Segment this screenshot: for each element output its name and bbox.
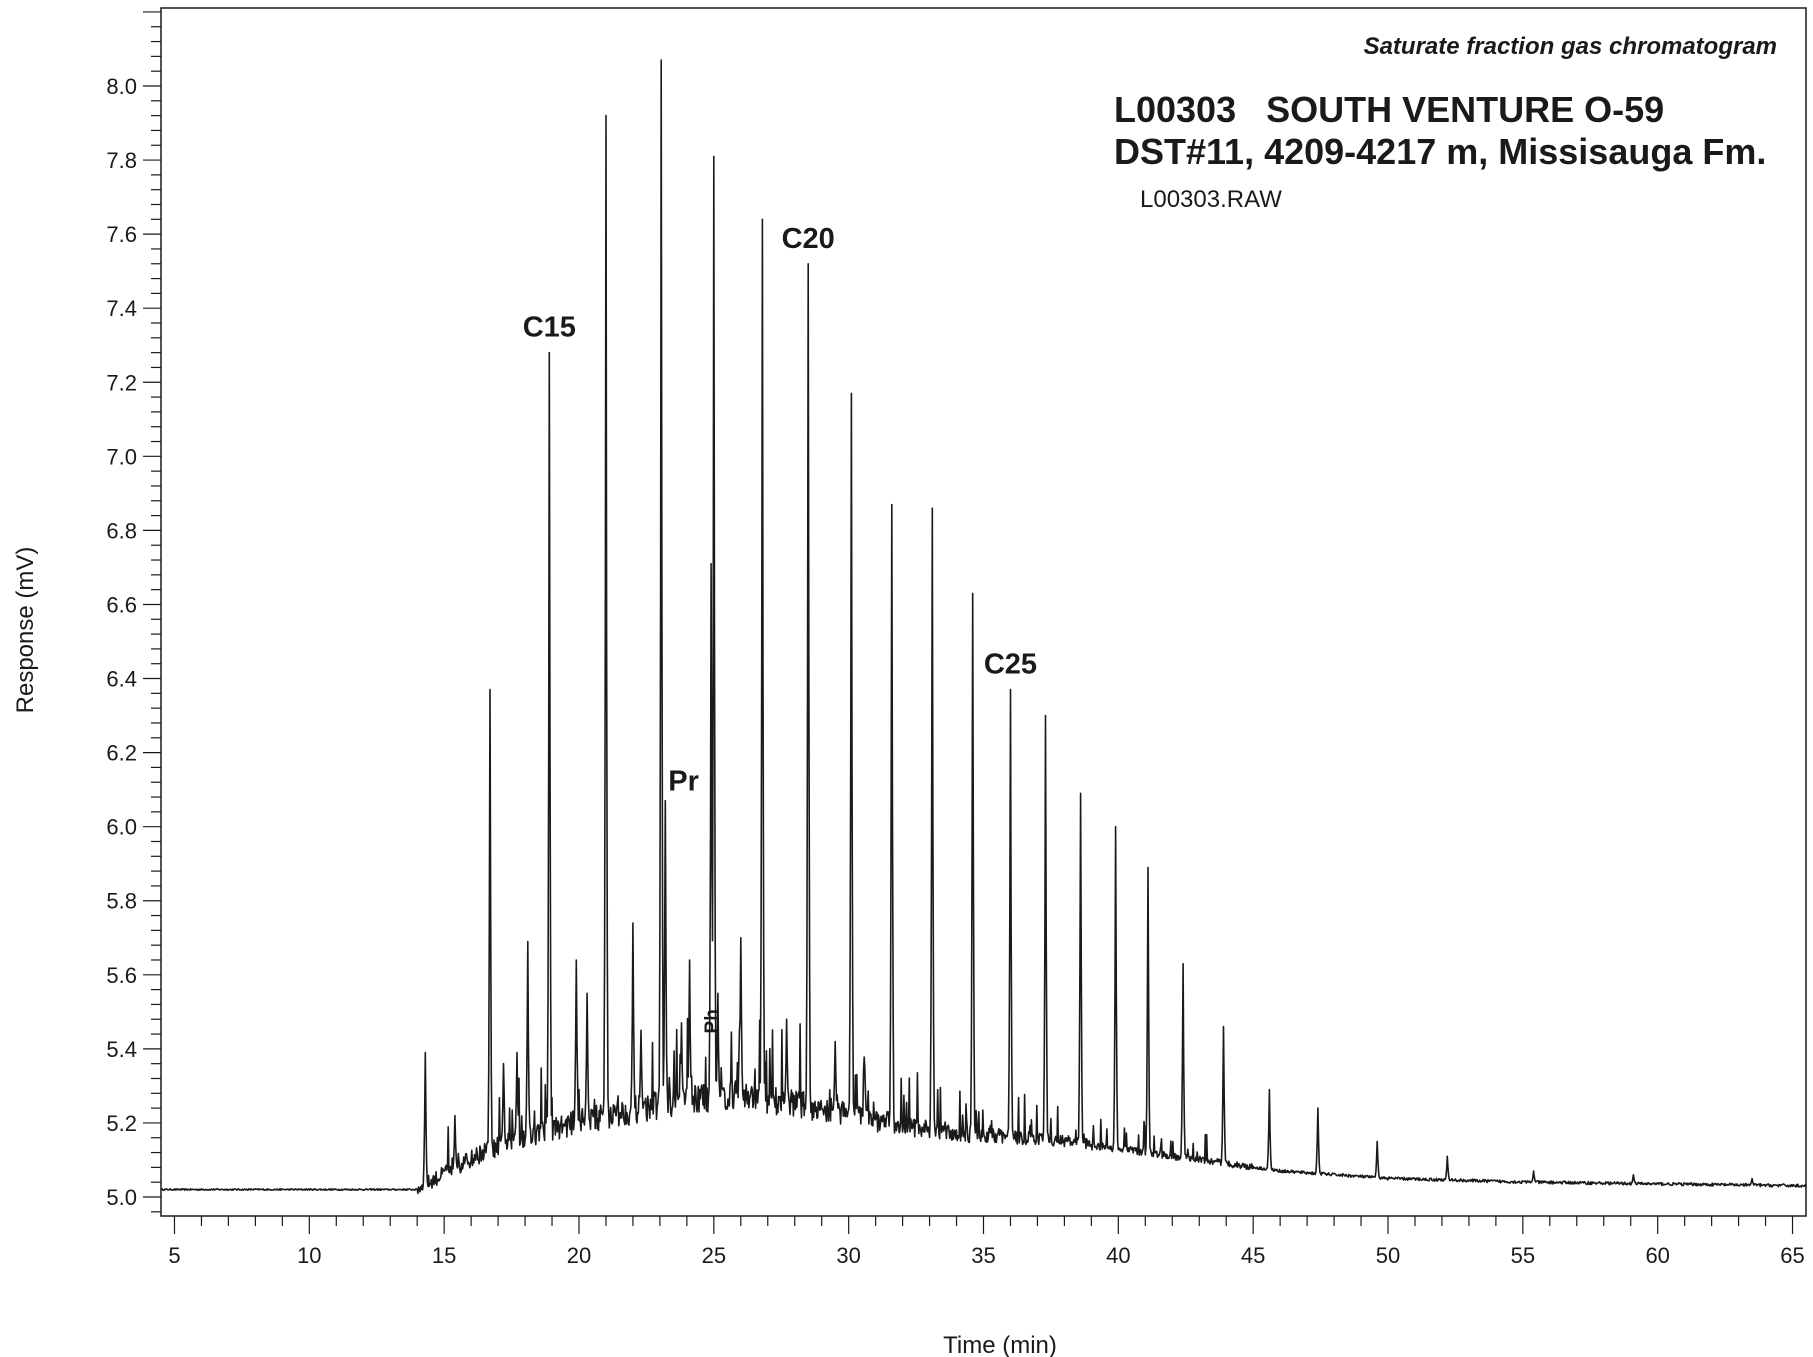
y-tick-label: 5.0 bbox=[106, 1185, 137, 1210]
y-tick-label: 7.2 bbox=[106, 370, 137, 395]
file-name: L00303.RAW bbox=[1140, 186, 1282, 213]
y-tick-label: 6.4 bbox=[106, 667, 137, 692]
y-tick-label: 7.6 bbox=[106, 222, 137, 247]
x-tick-label: 55 bbox=[1511, 1243, 1535, 1268]
x-tick-label: 10 bbox=[297, 1243, 321, 1268]
x-tick-label: 40 bbox=[1106, 1243, 1130, 1268]
peak-label: Ph bbox=[702, 1009, 723, 1033]
y-tick-label: 6.8 bbox=[106, 518, 137, 543]
x-axis-title: Time (min) bbox=[943, 1332, 1057, 1357]
peak-label: C20 bbox=[782, 223, 835, 255]
sample-line-1: L00303 SOUTH VENTURE O-59 bbox=[1114, 89, 1664, 130]
x-tick-label: 30 bbox=[836, 1243, 860, 1268]
chromatogram-trace bbox=[160, 59, 1807, 1195]
y-axis: 5.0 5.2 5.4 5.6 5.8 6.0 6.2 6.4 6.6 6.8 7.0 7.2 7.4 7… bbox=[106, 11, 161, 1213]
x-tick-label: 60 bbox=[1645, 1243, 1669, 1268]
x-tick-label: 45 bbox=[1241, 1243, 1265, 1268]
y-axis-title: Response (mV) bbox=[12, 547, 39, 714]
y-tick-label: 5.2 bbox=[106, 1111, 137, 1136]
x-tick-label: 20 bbox=[567, 1243, 591, 1268]
y-tick-label: 5.6 bbox=[106, 963, 137, 988]
x-tick-label: 35 bbox=[971, 1243, 995, 1268]
plot-frame bbox=[160, 7, 1807, 1217]
y-tick-label: 6.0 bbox=[106, 815, 137, 840]
x-axis: 5 10 15 20 25 30 35 40 45 50 55 60 65 bbox=[168, 1216, 1805, 1268]
peak-labels: C15 C20 C25 Pr Ph bbox=[523, 223, 1037, 1034]
peak-label: Pr bbox=[668, 766, 699, 798]
x-tick-label: 25 bbox=[702, 1243, 726, 1268]
y-tick-label: 7.0 bbox=[106, 444, 137, 469]
chart-title: Saturate fraction gas chromatogram bbox=[1364, 33, 1777, 60]
sample-line-2: DST#11, 4209-4217 m, Missisauga Fm. bbox=[1114, 131, 1766, 172]
y-tick-label: 5.8 bbox=[106, 889, 137, 914]
x-tick-label: 15 bbox=[432, 1243, 456, 1268]
y-tick-label: 8.0 bbox=[106, 74, 137, 99]
x-tick-label: 50 bbox=[1376, 1243, 1400, 1268]
x-tick-label: 5 bbox=[168, 1243, 180, 1268]
y-tick-label: 6.6 bbox=[106, 592, 137, 617]
peak-label: C25 bbox=[984, 649, 1037, 681]
y-tick-label: 5.4 bbox=[106, 1037, 137, 1062]
peak-label: C15 bbox=[523, 312, 576, 344]
y-tick-label: 7.4 bbox=[106, 296, 137, 321]
x-tick-label: 65 bbox=[1780, 1243, 1804, 1268]
y-tick-label: 7.8 bbox=[106, 148, 137, 173]
y-tick-label: 6.2 bbox=[106, 741, 137, 766]
